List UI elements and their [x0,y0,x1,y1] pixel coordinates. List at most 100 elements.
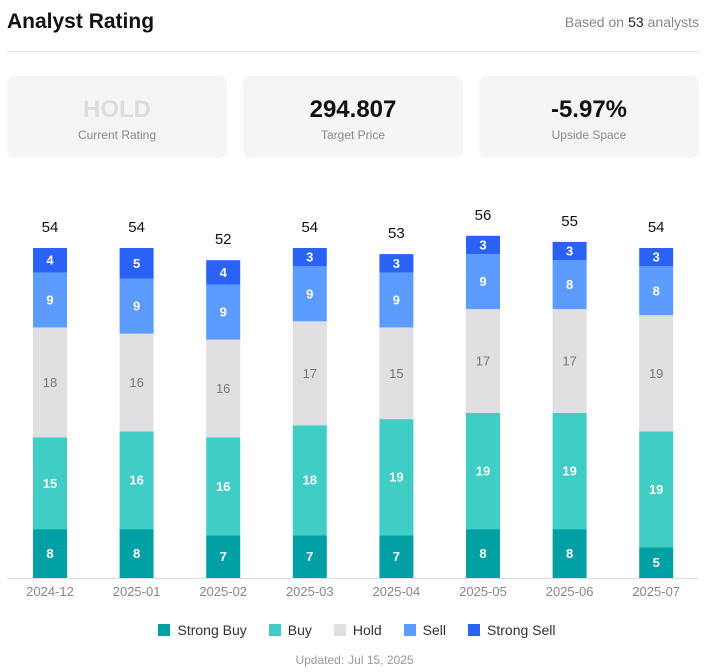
bar-segment-hold[interactable] [379,327,414,420]
bar-segment-strong-buy[interactable] [552,529,587,578]
segment-label: 4 [220,265,228,280]
segment-label: 9 [479,274,486,289]
bar-segment-buy[interactable] [33,437,67,530]
analyst-count-text: Based on 53 analysts [565,14,699,30]
bar-segment-strong-buy[interactable] [33,529,67,578]
bar-segment-strong-sell[interactable] [466,235,500,255]
bar-segment-hold[interactable] [552,309,587,413]
segment-label: 18 [43,375,57,390]
x-tick-label: 2025-04 [373,584,421,599]
bar-total-label: 54 [128,219,145,236]
bar-segment-buy[interactable] [119,431,154,530]
segment-label: 19 [562,464,576,479]
segment-label: 16 [129,375,143,390]
upside-space-card: -5.97% Upside Space [479,76,699,158]
segment-label: 17 [303,366,317,381]
segment-label: 19 [389,470,403,485]
bar-segment-sell[interactable] [292,266,327,322]
x-tick-label: 2024-12 [26,584,74,599]
bar-total-label: 54 [301,219,318,236]
bar-segment-sell[interactable] [206,284,241,340]
bar-total-label: 54 [648,219,665,236]
current-rating-value: HOLD [83,96,151,123]
x-tick-label: 2025-03 [286,584,334,599]
legend-swatch [158,624,171,636]
bar-segment-strong-sell[interactable] [379,254,414,273]
bar-segment-strong-sell[interactable] [119,248,154,279]
updated-date: Jul 15, 2025 [348,653,414,667]
bar-segment-hold[interactable] [639,315,674,432]
legend-label: Hold [352,622,382,638]
legend-item-hold[interactable]: Hold [333,622,382,638]
legend-swatch [468,624,481,636]
bar-segment-sell[interactable] [119,278,154,334]
segment-label: 9 [220,305,227,320]
bar-segment-buy[interactable] [552,413,587,530]
bar-segment-sell[interactable] [552,260,587,310]
x-tick-label: 2025-06 [546,584,594,599]
bar-segment-hold[interactable] [206,339,241,438]
bar-segment-strong-sell[interactable] [33,248,67,273]
based-prefix: Based on [564,14,625,30]
segment-label: 3 [653,250,660,265]
bar-segment-strong-buy[interactable] [206,535,241,578]
bar-segment-buy[interactable] [206,437,241,536]
bar-segment-strong-sell[interactable] [206,260,241,285]
bar-segment-strong-buy[interactable] [119,529,154,578]
legend-swatch [333,624,346,636]
segment-label: 8 [653,283,660,298]
bar-segment-sell[interactable] [379,272,414,328]
segment-label: 7 [306,549,313,564]
bar-segment-sell[interactable] [639,266,674,316]
current-rating-card: HOLD Current Rating [7,76,227,158]
legend-label: Sell [422,622,447,638]
updated-label: Updated: [295,653,345,667]
segment-label: 3 [479,237,486,252]
bar-segment-strong-buy[interactable] [292,535,327,578]
segment-label: 8 [479,546,486,561]
segment-label: 17 [476,354,490,369]
bar-segment-buy[interactable] [466,413,500,530]
divider [7,51,698,52]
bar-segment-strong-buy[interactable] [639,547,674,578]
bar-total-label: 53 [388,225,405,242]
legend-item-strong-sell[interactable]: Strong Sell [468,622,556,638]
legend-item-strong-buy[interactable]: Strong Buy [158,622,247,638]
upside-space-label: Upside Space [551,128,627,142]
bar-segment-strong-sell[interactable] [639,248,674,267]
segment-label: 5 [133,256,140,271]
segment-label: 16 [216,381,230,396]
bar-segment-hold[interactable] [292,321,327,426]
bar-segment-strong-sell[interactable] [292,248,327,267]
segment-label: 19 [476,464,490,479]
updated-text: Updated: Jul 15, 2025 [0,653,705,667]
bar-segment-strong-sell[interactable] [552,241,587,261]
bar-segment-buy[interactable] [639,431,674,548]
bar-segment-sell[interactable] [466,254,500,310]
bar-segment-strong-buy[interactable] [466,529,500,578]
segment-label: 4 [46,253,54,268]
x-tick-label: 2025-02 [199,584,247,599]
legend-label: Strong Buy [177,622,247,638]
bar-segment-hold[interactable] [33,327,67,438]
based-suffix: analysts [647,14,699,30]
bar-segment-sell[interactable] [33,272,67,328]
legend-item-buy[interactable]: Buy [268,622,312,638]
segment-label: 8 [566,277,573,292]
x-tick-label: 2025-01 [113,584,161,599]
bar-segment-strong-buy[interactable] [379,535,414,578]
segment-label: 16 [216,479,230,494]
legend-item-sell[interactable]: Sell [403,622,447,638]
segment-label: 5 [653,555,660,570]
bar-segment-hold[interactable] [466,309,500,413]
analyst-count: 53 [628,14,644,30]
stacked-bar-chart: 8 15 18 9 4 54 2024-12 8 16 16 9 5 54 2025-01 7 16 16 9 4 5… [7,207,698,599]
segment-label: 3 [306,250,313,265]
bar-segment-buy[interactable] [379,419,414,536]
legend-swatch [268,624,281,636]
bar-segment-hold[interactable] [119,333,154,432]
segment-label: 7 [220,549,227,564]
chart-legend: Strong Buy Buy Hold Sell Strong Sell [0,622,714,638]
bar-segment-buy[interactable] [292,425,327,536]
segment-label: 16 [129,473,143,488]
